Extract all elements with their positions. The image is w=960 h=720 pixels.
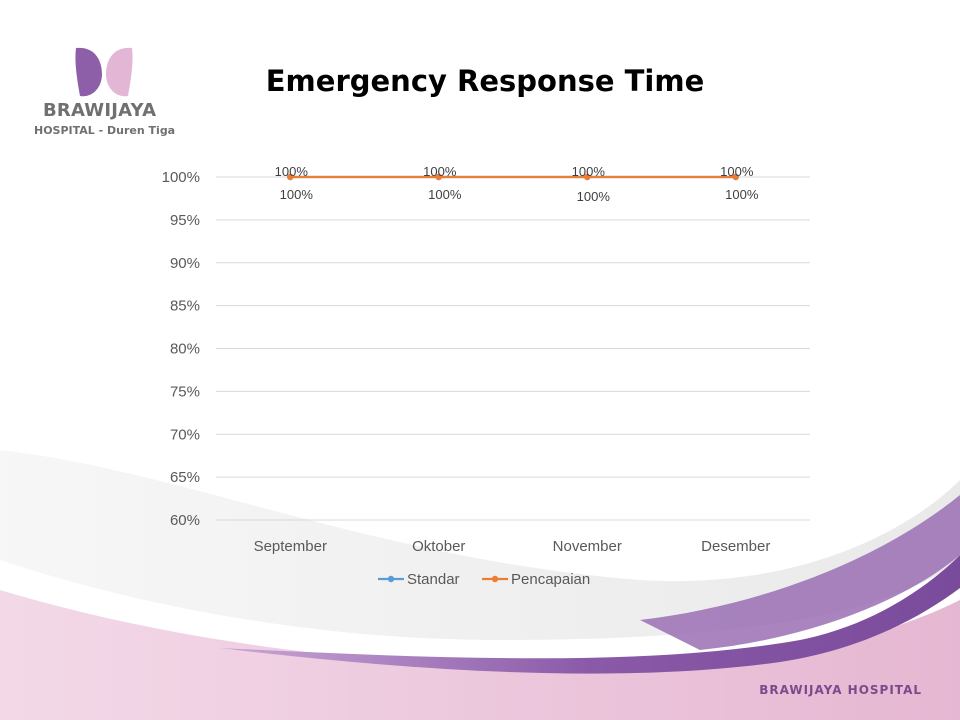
legend-marker bbox=[491, 575, 499, 583]
data-label: 100% bbox=[280, 187, 314, 202]
footer-brand: BRAWIJAYA HOSPITAL bbox=[759, 683, 922, 697]
data-label: 100% bbox=[428, 187, 462, 202]
data-point bbox=[435, 173, 442, 181]
gridlines bbox=[216, 176, 810, 521]
x-tick-label: September bbox=[254, 538, 327, 555]
data-labels: 100% 100% 100% 100% 100% 100% 100% 100% bbox=[275, 164, 759, 204]
legend-label: Standar bbox=[407, 571, 460, 588]
legend-label: Pencapaian bbox=[511, 571, 590, 588]
legend: Standar Pencapaian bbox=[378, 571, 590, 588]
data-point bbox=[287, 173, 294, 181]
y-tick-label: 80% bbox=[170, 341, 200, 358]
y-axis: 60% 65% 70% 75% 80% 85% 90% 95% 100% bbox=[162, 169, 200, 529]
series-layer bbox=[287, 173, 739, 181]
x-axis: September Oktober November Desember bbox=[254, 538, 771, 555]
data-label: 100% bbox=[725, 187, 759, 202]
x-tick-label: Oktober bbox=[412, 538, 465, 555]
x-tick-label: Desember bbox=[701, 538, 770, 555]
y-tick-label: 60% bbox=[170, 512, 200, 529]
y-tick-label: 75% bbox=[170, 383, 200, 400]
y-tick-label: 90% bbox=[170, 255, 200, 272]
butterfly-logo-icon bbox=[75, 47, 133, 97]
data-label: 100% bbox=[572, 164, 606, 179]
logo-subtitle: HOSPITAL - Duren Tiga bbox=[34, 124, 176, 137]
y-tick-label: 85% bbox=[170, 298, 200, 315]
hospital-logo: BRAWIJAYA HOSPITAL - Duren Tiga bbox=[28, 40, 188, 140]
data-label: 100% bbox=[720, 164, 754, 179]
y-tick-label: 70% bbox=[170, 426, 200, 443]
data-point bbox=[584, 173, 591, 181]
y-tick-label: 100% bbox=[162, 169, 200, 186]
data-label: 100% bbox=[577, 189, 611, 204]
data-label: 100% bbox=[423, 164, 457, 179]
data-point bbox=[732, 173, 739, 181]
y-tick-label: 65% bbox=[170, 469, 200, 486]
data-label: 100% bbox=[275, 164, 309, 179]
y-tick-label: 95% bbox=[170, 212, 200, 229]
x-tick-label: November bbox=[553, 538, 622, 555]
slide-title: Emergency Response Time bbox=[265, 64, 705, 98]
logo-name: BRAWIJAYA bbox=[43, 100, 157, 121]
legend-marker bbox=[387, 575, 395, 583]
